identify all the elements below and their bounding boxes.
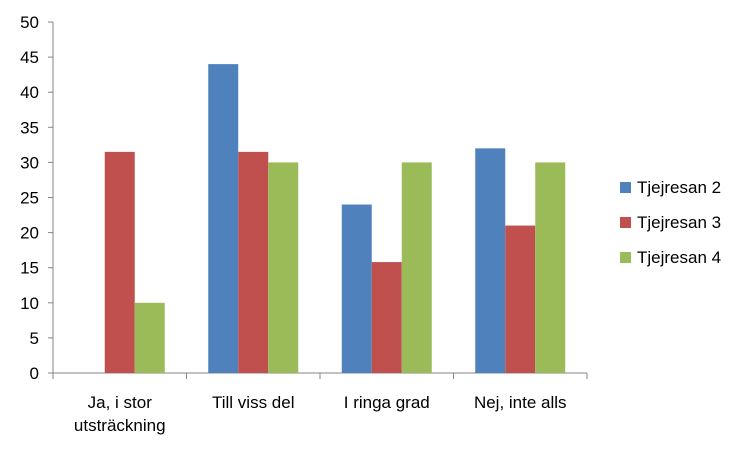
- bar-tjejresan-3-cat-1: [238, 151, 269, 373]
- x-category-label: I ringa grad: [344, 393, 430, 412]
- legend-label: Tjejresan 4: [637, 248, 721, 267]
- y-tick-label: 50: [20, 13, 39, 32]
- x-category-label: Nej, inte alls: [474, 393, 567, 412]
- bar-tjejresan-4-cat-3: [535, 162, 566, 373]
- bar-tjejresan-2-cat-1: [208, 64, 239, 374]
- bar-tjejresan-2-cat-2: [341, 204, 372, 373]
- y-tick-label: 35: [20, 118, 39, 137]
- legend: Tjejresan 2 Tjejresan 3 Tjejresan 4: [620, 178, 721, 267]
- labels: 0 5 10 15 20 25 30 35 40 45 50 Ja, i stor utsträckni…: [20, 13, 566, 435]
- bar-tjejresan-4-cat-1: [268, 162, 299, 373]
- x-category-label: Till viss del: [212, 393, 295, 412]
- bar-tjejresan-3-cat-2: [371, 262, 402, 373]
- bar-tjejresan-4-cat-0: [134, 302, 165, 373]
- y-tick-label: 0: [30, 364, 39, 383]
- y-tick-label: 40: [20, 83, 39, 102]
- bar-tjejresan-4-cat-2: [401, 162, 432, 373]
- x-category-label: utsträckning: [74, 416, 166, 435]
- legend-swatch: [620, 252, 631, 263]
- bars: [104, 64, 566, 374]
- bar-tjejresan-3-cat-0: [104, 151, 135, 373]
- y-tick-label: 5: [30, 329, 39, 348]
- bar-tjejresan-2-cat-3: [475, 148, 506, 373]
- legend-label: Tjejresan 2: [637, 178, 721, 197]
- legend-swatch: [620, 182, 631, 193]
- legend-label: Tjejresan 3: [637, 213, 721, 232]
- y-tick-label: 45: [20, 48, 39, 67]
- y-tick-label: 10: [20, 294, 39, 313]
- y-tick-label: 25: [20, 189, 39, 208]
- bar-tjejresan-3-cat-3: [505, 225, 536, 373]
- legend-swatch: [620, 217, 631, 228]
- x-category-label: Ja, i stor: [88, 393, 153, 412]
- y-tick-label: 15: [20, 259, 39, 278]
- y-tick-label: 20: [20, 224, 39, 243]
- y-tick-label: 30: [20, 153, 39, 172]
